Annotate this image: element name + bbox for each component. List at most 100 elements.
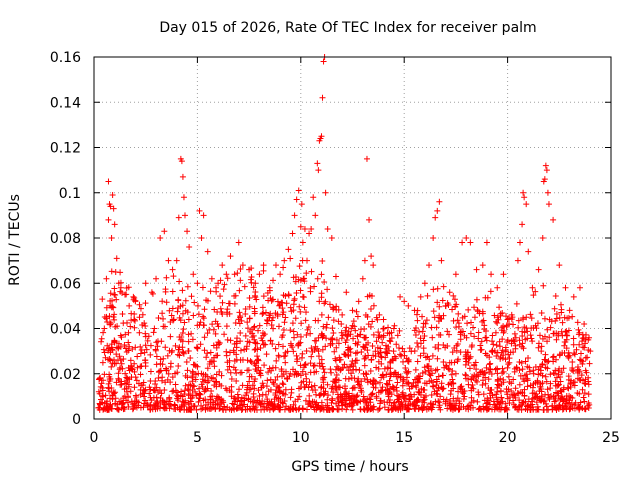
data-point [527,406,534,413]
data-point [373,395,380,402]
data-point [157,356,164,363]
data-point [298,201,305,208]
data-point [142,357,149,364]
data-point [415,378,422,385]
data-point [310,362,317,369]
data-point [367,367,374,374]
data-point [122,331,129,338]
data-point [214,320,221,327]
data-point [322,402,329,409]
data-point [153,361,160,368]
data-point [387,338,394,345]
data-point [264,396,271,403]
data-point [292,278,299,285]
data-point [109,297,116,304]
data-point [538,309,545,316]
data-point [131,324,138,331]
data-point [397,351,404,358]
data-point [303,375,310,382]
data-point [426,371,433,378]
data-point [585,399,592,406]
data-point [337,367,344,374]
data-point [382,354,389,361]
data-point [319,334,326,341]
data-point [431,388,438,395]
data-point [279,380,286,387]
data-point [190,312,197,319]
data-point [358,348,365,355]
data-point [226,387,233,394]
data-point [485,376,492,383]
data-point [438,257,445,264]
data-point [237,266,244,272]
data-point [503,386,510,393]
data-point [366,395,373,402]
data-point [367,399,374,406]
data-point [358,387,365,394]
data-point [113,351,120,358]
data-point [288,308,295,315]
data-point [213,371,220,378]
data-point [411,402,418,409]
data-point [106,321,113,328]
data-point [366,216,373,223]
data-point [265,401,272,408]
data-point [107,290,114,297]
data-point [475,329,482,336]
data-point [442,362,449,369]
data-point [562,400,569,407]
data-point [170,273,177,280]
data-point [364,293,371,300]
data-point [553,336,560,343]
data-point [251,323,258,330]
data-point [372,348,379,355]
data-point [434,285,441,292]
data-point [160,315,167,322]
data-point [261,406,268,413]
data-point [117,279,124,286]
data-point [261,331,268,338]
data-point [314,160,321,167]
data-point [140,379,147,386]
data-point [174,397,181,404]
data-point [128,317,135,324]
data-point [361,257,368,264]
data-point [217,277,224,284]
data-point [576,341,583,348]
data-point [435,331,442,338]
data-point [153,384,160,391]
data-point [498,404,505,411]
data-point [539,335,546,342]
data-point [311,362,318,369]
data-point [209,321,216,328]
data-point [497,312,504,319]
data-point [298,320,305,327]
y-tick-labels: 0 0.02 0.04 0.06 0.08 0.1 0.12 0.14 0.16 [50,50,81,428]
data-point [574,319,581,326]
data-point [293,358,300,365]
data-point [562,284,569,291]
data-point [179,302,186,309]
data-point [356,367,363,374]
data-point [193,344,200,351]
data-point [343,406,350,413]
data-point [265,388,272,395]
data-point [482,380,489,387]
data-point [354,332,361,339]
data-point [348,361,355,368]
data-point [454,317,461,324]
data-point [142,397,149,404]
data-point [319,346,326,353]
data-point [107,402,114,409]
data-point [101,349,108,356]
data-point [213,379,220,386]
data-point [542,364,549,371]
data-point [109,346,116,353]
data-point [380,316,387,323]
data-point [540,406,547,413]
data-point [291,334,298,341]
data-point [547,380,554,387]
data-point [139,382,146,389]
data-point [119,400,126,407]
data-point [277,396,284,403]
